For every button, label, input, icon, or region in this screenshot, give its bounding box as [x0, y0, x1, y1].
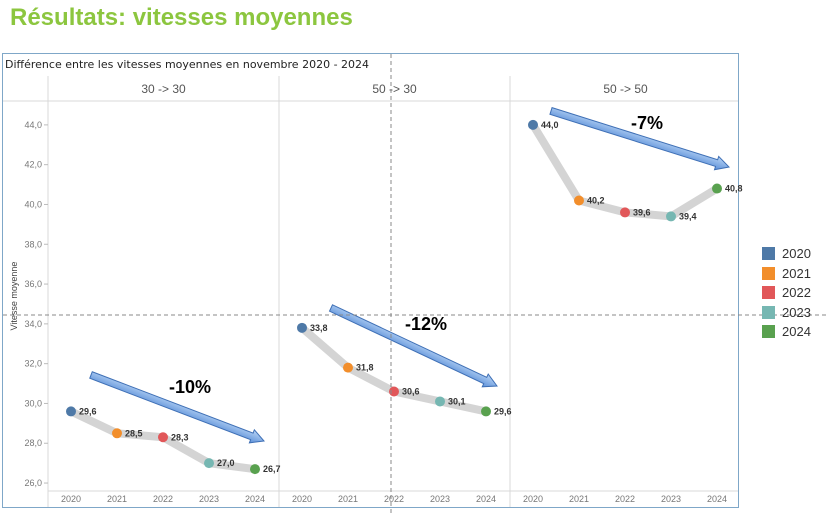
x-tick-label: 2020	[61, 494, 81, 504]
x-tick-label: 2023	[430, 494, 450, 504]
data-label: 39,6	[633, 207, 651, 217]
x-tick-label: 2022	[153, 494, 173, 504]
legend-label: 2024	[782, 324, 811, 339]
y-tick-label: 38,0	[24, 239, 42, 249]
data-point	[712, 183, 722, 194]
data-point	[297, 322, 307, 333]
legend-label: 2020	[782, 246, 811, 261]
y-tick-label: 34,0	[24, 319, 42, 329]
legend-swatch	[762, 247, 775, 260]
legend: 2020 2021 2022 2023 2024	[762, 244, 811, 342]
slide-title: Résultats: vitesses moyennes	[10, 4, 353, 31]
panel-header: 50 -> 30	[372, 82, 417, 96]
data-point	[250, 464, 260, 475]
data-label: 29,6	[79, 406, 97, 416]
data-point	[620, 207, 630, 218]
y-tick-label: 36,0	[24, 279, 42, 289]
data-label: 26,7	[263, 464, 281, 474]
legend-label: 2023	[782, 304, 811, 320]
chart-frame	[2, 53, 739, 508]
data-label: 31,8	[356, 363, 374, 373]
data-label: 30,6	[402, 387, 420, 397]
y-tick-label: 44,0	[24, 120, 42, 130]
change-annotation: -7%	[631, 113, 663, 133]
data-point	[435, 396, 445, 407]
y-tick-label: 30,0	[24, 398, 42, 408]
legend-label: 2022	[782, 285, 811, 300]
x-tick-label: 2023	[661, 494, 681, 504]
y-tick-label: 42,0	[24, 160, 42, 170]
data-label: 40,8	[725, 184, 743, 194]
x-tick-label: 2021	[569, 494, 589, 504]
chart-title: Différence entre les vitesses moyennes e…	[5, 58, 370, 71]
x-tick-label: 2023	[199, 494, 219, 504]
trend-line	[529, 120, 721, 221]
data-point	[112, 428, 122, 439]
y-tick-label: 28,0	[24, 438, 42, 448]
x-tick-label: 2022	[384, 494, 404, 504]
data-label: 28,5	[125, 428, 143, 438]
panel-header: 30 -> 30	[141, 82, 186, 96]
y-axis-title: Vitesse moyenne	[9, 262, 19, 331]
y-tick-label: 32,0	[24, 359, 42, 369]
x-tick-label: 2024	[707, 494, 727, 504]
trend-arrow	[89, 371, 265, 444]
x-tick-label: 2022	[615, 494, 635, 504]
y-tick-label: 40,0	[24, 199, 42, 209]
data-point	[158, 432, 168, 443]
y-tick-label: 26,0	[24, 478, 42, 488]
data-point	[66, 406, 76, 417]
data-label: 44,0	[541, 120, 559, 130]
panel-header: 50 -> 50	[603, 82, 648, 96]
legend-item: 2020	[762, 244, 811, 263]
change-annotation: -12%	[405, 314, 447, 334]
change-annotation: -10%	[169, 377, 211, 397]
data-point	[528, 119, 538, 130]
legend-swatch	[762, 325, 775, 338]
data-label: 40,2	[587, 195, 605, 205]
legend-item: 2022	[762, 283, 811, 302]
legend-label: 2021	[782, 265, 811, 281]
x-tick-label: 2024	[476, 494, 496, 504]
data-label: 29,6	[494, 406, 512, 416]
legend-item: 2024	[762, 322, 811, 341]
x-tick-label: 2021	[338, 494, 358, 504]
trend-arrow	[328, 304, 498, 388]
x-tick-label: 2024	[245, 494, 265, 504]
legend-item: 2023	[762, 303, 811, 322]
data-label: 27,0	[217, 458, 235, 468]
x-tick-label: 2021	[107, 494, 127, 504]
data-point	[204, 458, 214, 469]
trend-arrow	[549, 107, 731, 171]
legend-swatch	[762, 266, 775, 280]
legend-item: 2021	[762, 264, 811, 283]
data-label: 30,1	[448, 396, 466, 406]
data-point	[666, 211, 676, 222]
legend-swatch	[762, 286, 775, 299]
data-point	[343, 362, 353, 373]
data-label: 28,3	[171, 432, 189, 442]
data-label: 39,4	[679, 211, 697, 221]
data-label: 33,8	[310, 323, 328, 333]
x-tick-label: 2020	[523, 494, 543, 504]
data-point	[481, 406, 491, 417]
x-tick-label: 2020	[292, 494, 312, 504]
data-point	[389, 386, 399, 397]
legend-swatch	[762, 305, 775, 319]
data-point	[574, 195, 584, 206]
